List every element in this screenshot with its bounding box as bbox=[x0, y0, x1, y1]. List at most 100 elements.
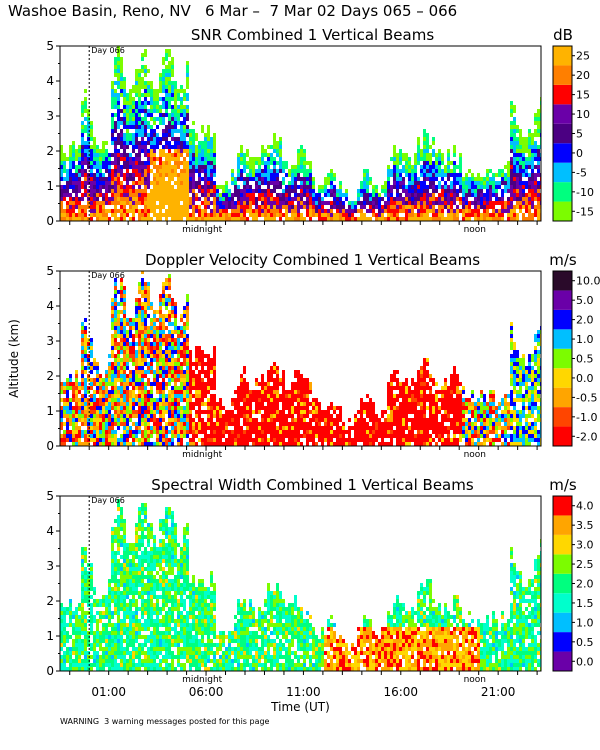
midnight-label: midnight bbox=[182, 675, 223, 685]
colorbar-label: 15 bbox=[576, 89, 590, 102]
noon-label: noon bbox=[464, 675, 486, 685]
colorbar-label: 1.0 bbox=[576, 333, 594, 346]
colorbar-swatch bbox=[553, 515, 572, 535]
x-tick-label: 01:00 bbox=[91, 685, 126, 699]
x-tick-label: 21:00 bbox=[481, 685, 516, 699]
y-tick-label: 0 bbox=[46, 664, 54, 678]
y-axis-label: Altitude (km) bbox=[7, 319, 21, 398]
colorbar-label: 20 bbox=[576, 69, 590, 82]
colorbar-label: -15 bbox=[576, 205, 594, 218]
noon-label: noon bbox=[464, 225, 486, 235]
colorbar-swatch bbox=[553, 496, 572, 516]
colorbar-swatch bbox=[553, 182, 572, 202]
footer-warning: WARNING 3 warning messages posted for th… bbox=[60, 717, 270, 726]
y-tick-label: 1 bbox=[46, 179, 54, 193]
colorbar-swatch bbox=[553, 632, 572, 652]
colorbar-swatch bbox=[553, 534, 572, 555]
y-tick-label: 2 bbox=[46, 369, 54, 383]
midnight-label: midnight bbox=[182, 225, 223, 235]
colorbar-label: 0 bbox=[576, 147, 583, 160]
noon-label: noon bbox=[464, 450, 486, 460]
colorbar-swatch bbox=[553, 104, 572, 124]
colorbar-swatch bbox=[553, 612, 572, 633]
colorbar-swatch bbox=[553, 84, 572, 105]
panel-title: SNR Combined 1 Vertical Beams bbox=[191, 26, 434, 44]
colorbar-swatch bbox=[553, 65, 572, 85]
colorbar-swatch bbox=[553, 329, 572, 349]
panel-2: 0 1 2 3 4 5 midnight noon Day 066 Doppler Velocit… bbox=[7, 251, 600, 460]
colorbar-label: -2.0 bbox=[576, 430, 597, 443]
colorbar-label: -1.0 bbox=[576, 411, 597, 424]
colorbar-label: 5 bbox=[576, 128, 583, 141]
colorbar-swatch bbox=[553, 387, 572, 408]
y-tick-label: 4 bbox=[46, 524, 54, 538]
x-tick-label: 11:00 bbox=[286, 685, 321, 699]
panel-3: 0 1 2 3 4 5 midnight noon Day 066 Spectral Width … bbox=[46, 476, 593, 714]
y-tick-label: 2 bbox=[46, 594, 54, 608]
panel-title: Spectral Width Combined 1 Vertical Beams bbox=[151, 476, 474, 494]
colorbar-label: 1.0 bbox=[576, 616, 594, 629]
colorbar-label: 5.0 bbox=[576, 294, 594, 307]
colorbar-swatch bbox=[553, 651, 572, 671]
colorbar-swatch bbox=[553, 46, 572, 66]
heatmap-field bbox=[60, 271, 541, 446]
colorbar-swatch bbox=[553, 348, 572, 369]
colorbar-label: 10.0 bbox=[576, 275, 600, 288]
day-marker-label: Day 066 bbox=[91, 46, 125, 55]
colorbar-label: 0.5 bbox=[576, 353, 594, 366]
colorbar-unit: m/s bbox=[549, 251, 577, 269]
y-tick-label: 3 bbox=[46, 109, 54, 123]
colorbar-swatch bbox=[553, 290, 572, 310]
colorbar-swatch bbox=[553, 162, 572, 183]
colorbar-label: 3.5 bbox=[576, 519, 594, 532]
y-tick-label: 4 bbox=[46, 74, 54, 88]
colorbar-label: 10 bbox=[576, 108, 590, 121]
y-tick-label: 5 bbox=[46, 264, 54, 278]
colorbar-label: -0.5 bbox=[576, 391, 597, 404]
y-tick-label: 3 bbox=[46, 559, 54, 573]
colorbar-swatch bbox=[553, 426, 572, 446]
figure-title: Washoe Basin, Reno, NV 6 Mar – 7 Mar 02 … bbox=[8, 2, 458, 20]
colorbar-swatch bbox=[553, 593, 572, 613]
panel-title: Doppler Velocity Combined 1 Vertical Bea… bbox=[145, 251, 480, 269]
colorbar-swatch bbox=[553, 143, 572, 163]
y-tick-label: 3 bbox=[46, 334, 54, 348]
y-tick-label: 1 bbox=[46, 629, 54, 643]
x-tick-label: 06:00 bbox=[189, 685, 224, 699]
colorbar-label: 2.5 bbox=[576, 558, 594, 571]
colorbar-label: 0.0 bbox=[576, 372, 594, 385]
colorbar-unit: m/s bbox=[549, 476, 577, 494]
colorbar-label: 3.0 bbox=[576, 539, 594, 552]
colorbar-swatch bbox=[553, 309, 572, 330]
colorbar-label: 2.0 bbox=[576, 314, 594, 327]
y-tick-label: 4 bbox=[46, 299, 54, 313]
colorbar-swatch bbox=[553, 554, 572, 574]
y-tick-label: 5 bbox=[46, 489, 54, 503]
colorbar-swatch bbox=[553, 123, 572, 144]
colorbar-label: -10 bbox=[576, 186, 594, 199]
x-axis-label: Time (UT) bbox=[270, 700, 330, 714]
colorbar-swatch bbox=[553, 368, 572, 388]
heatmap-field bbox=[60, 46, 541, 221]
colorbar-label: 0.0 bbox=[576, 655, 594, 668]
colorbar-label: -5 bbox=[576, 166, 587, 179]
colorbar-label: 25 bbox=[576, 50, 590, 63]
panel-1: 0 1 2 3 4 5 midnight noon Day 066 SNR Combined 1 … bbox=[46, 26, 594, 235]
y-tick-label: 0 bbox=[46, 439, 54, 453]
colorbar-label: 1.5 bbox=[576, 597, 594, 610]
x-tick-label: 16:00 bbox=[383, 685, 418, 699]
y-tick-label: 0 bbox=[46, 214, 54, 228]
day-marker-label: Day 066 bbox=[91, 271, 125, 280]
y-tick-label: 1 bbox=[46, 404, 54, 418]
colorbar-swatch bbox=[553, 201, 572, 221]
colorbar-label: 4.0 bbox=[576, 500, 594, 513]
colorbar-swatch bbox=[553, 271, 572, 291]
colorbar-swatch bbox=[553, 407, 572, 427]
colorbar-label: 2.0 bbox=[576, 578, 594, 591]
y-tick-label: 5 bbox=[46, 39, 54, 53]
y-tick-label: 2 bbox=[46, 144, 54, 158]
colorbar-label: 0.5 bbox=[576, 636, 594, 649]
day-marker-label: Day 066 bbox=[91, 496, 125, 505]
